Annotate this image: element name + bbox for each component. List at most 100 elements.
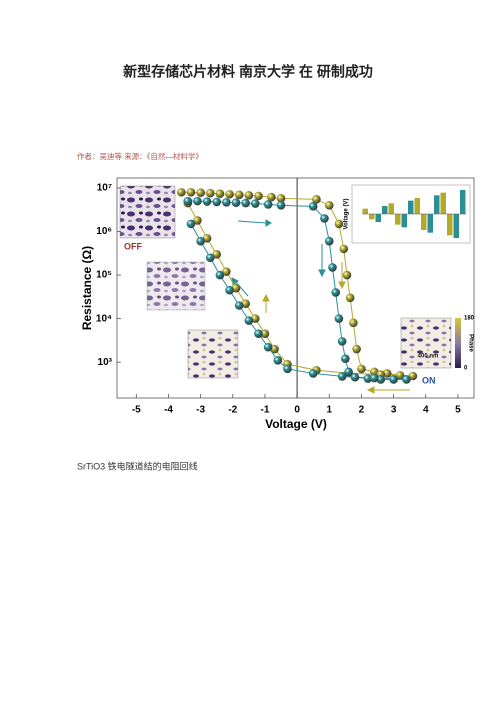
inset-bar <box>408 200 414 214</box>
inset-bar <box>414 198 420 214</box>
data-point <box>342 270 352 280</box>
scale-label: 400 nm <box>418 354 439 360</box>
on-label: ON <box>422 375 436 385</box>
x-tick-label: 3 <box>391 405 397 416</box>
data-point <box>222 198 231 207</box>
data-point <box>202 233 212 243</box>
data-point <box>363 374 373 383</box>
data-point <box>215 189 225 199</box>
inset-bar <box>395 214 401 225</box>
data-point <box>193 196 202 206</box>
x-tick-label: 0 <box>294 405 300 416</box>
data-point <box>205 188 215 198</box>
data-point <box>225 189 234 199</box>
data-point <box>177 187 186 197</box>
y-tick-label: 10⁴ <box>96 313 112 324</box>
inset-bar <box>434 195 440 214</box>
data-point <box>349 318 358 328</box>
data-point <box>254 191 263 201</box>
data-point <box>402 375 411 384</box>
data-point <box>357 364 366 374</box>
data-point <box>283 364 292 374</box>
x-axis-title: Voltage (V) <box>265 417 327 431</box>
data-point <box>389 375 398 384</box>
inset-bar <box>460 190 466 214</box>
inset-label: Voltage (V) <box>344 199 350 230</box>
data-point <box>202 197 212 206</box>
x-tick-label: -2 <box>228 405 237 416</box>
data-point <box>276 201 286 210</box>
data-point <box>244 191 254 200</box>
y-tick-label: 10⁶ <box>96 226 112 237</box>
x-tick-label: 4 <box>423 405 429 416</box>
data-point <box>369 367 379 377</box>
data-point <box>395 370 405 380</box>
inset-bar <box>388 203 394 214</box>
data-point <box>234 301 244 310</box>
pfm-image <box>187 329 239 379</box>
data-point <box>263 342 273 352</box>
x-tick-label: -3 <box>196 405 205 416</box>
data-point <box>250 199 260 208</box>
data-point <box>320 214 329 223</box>
inset-bar <box>375 214 381 222</box>
data-point <box>328 263 337 272</box>
data-point <box>337 337 347 346</box>
data-point <box>324 236 334 246</box>
inset-bar <box>362 208 368 214</box>
pfm-image <box>400 317 452 369</box>
colorbar-tick-label: 180 <box>464 316 475 322</box>
data-point <box>344 367 353 377</box>
colorbar-label: Phase <box>467 334 473 352</box>
data-point <box>267 192 276 202</box>
data-point <box>263 200 273 209</box>
data-point <box>350 372 360 382</box>
data-point <box>193 216 202 225</box>
data-point <box>260 329 270 339</box>
x-tick-label: 1 <box>326 405 332 416</box>
pfm-image <box>119 185 176 239</box>
data-point <box>331 288 341 297</box>
caption: SrTiO3 铁电隧道结的电阻回线 <box>77 460 198 471</box>
y-tick-label: 10⁵ <box>96 270 112 281</box>
inset-bar <box>447 214 453 236</box>
data-point <box>312 195 321 204</box>
inset-bar <box>421 214 427 230</box>
colorbar-tick-label: 0 <box>464 366 468 372</box>
data-point <box>222 267 231 276</box>
data-point <box>273 356 283 365</box>
data-point <box>376 375 386 384</box>
data-point <box>276 194 286 203</box>
x-tick-label: -4 <box>164 405 173 416</box>
data-point <box>215 270 225 280</box>
data-point <box>231 198 241 208</box>
off-label: OFF <box>124 241 142 251</box>
data-point <box>334 219 344 229</box>
data-point <box>212 197 222 207</box>
x-tick-label: -5 <box>132 405 141 416</box>
pfm-image <box>146 261 206 311</box>
arrows <box>262 262 410 394</box>
data-point <box>369 373 379 383</box>
plot-frame <box>116 177 475 399</box>
data-point <box>339 244 349 254</box>
data-point <box>254 329 263 339</box>
data-point <box>345 293 355 303</box>
x-tick-label: 5 <box>455 405 461 416</box>
y-tick-label: 10⁷ <box>97 183 112 194</box>
inset-bar <box>401 214 407 228</box>
y-tick-label: 10³ <box>98 357 113 368</box>
colorbar <box>455 318 461 368</box>
data-point <box>205 253 215 263</box>
data-point <box>382 369 392 378</box>
title: 新型存储芯片材料 南京大学 在 研制成功 <box>123 64 373 80</box>
data-point <box>244 316 254 325</box>
x-tick-label: -1 <box>260 405 269 416</box>
data-point <box>352 344 361 354</box>
inset-bar <box>427 214 433 233</box>
inset-bar <box>369 214 375 220</box>
data-point <box>186 219 196 229</box>
data-point <box>308 369 318 378</box>
